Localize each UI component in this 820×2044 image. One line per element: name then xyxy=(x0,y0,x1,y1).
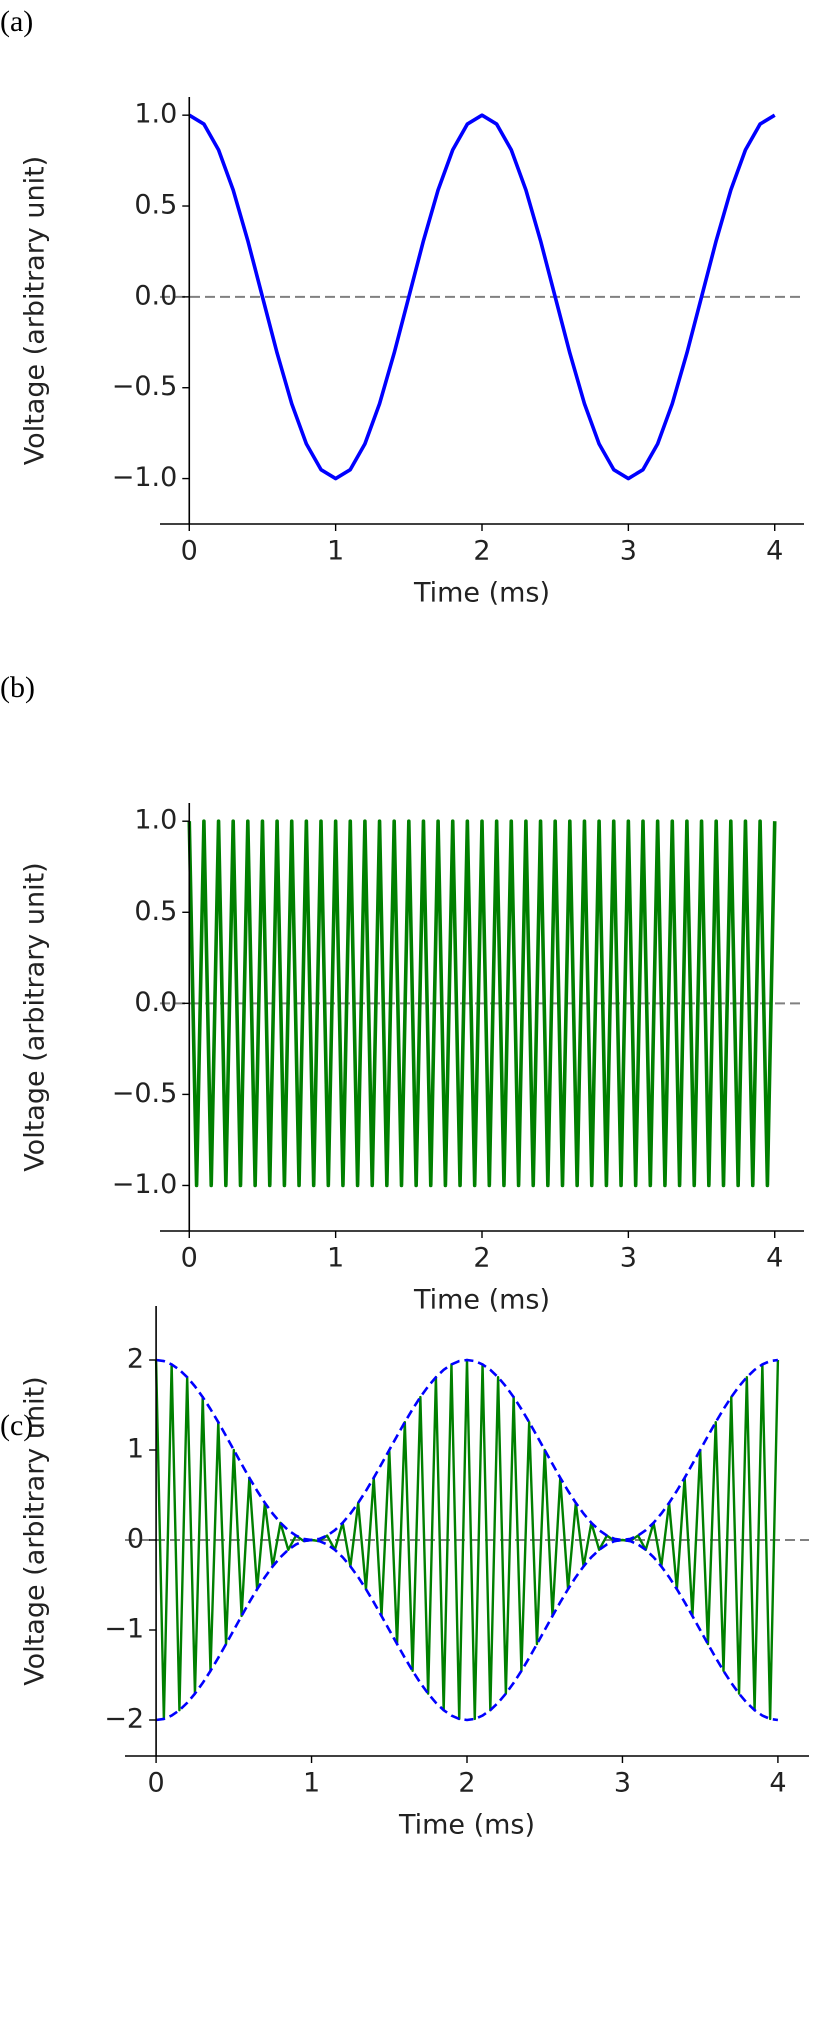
panel-label: (c) xyxy=(0,1409,33,1442)
panel-label: (b) xyxy=(0,671,35,704)
y-tick-label: 2 xyxy=(127,1344,144,1375)
x-tick-label: 2 xyxy=(458,1768,475,1799)
y-tick-label: 0 xyxy=(127,1524,144,1555)
signal-line xyxy=(188,113,776,481)
x-tick-label: 2 xyxy=(473,1243,490,1274)
x-tick-label: 4 xyxy=(769,1768,786,1799)
envelope-line xyxy=(155,1538,779,1722)
y-tick-label: 1.0 xyxy=(134,805,177,836)
y-tick-label: 1.0 xyxy=(134,99,177,130)
panel-label: (a) xyxy=(0,5,33,38)
x-tick-label: 1 xyxy=(303,1768,320,1799)
x-tick-label: 0 xyxy=(181,1243,198,1274)
x-axis-title: Time (ms) xyxy=(413,578,550,609)
y-axis-title: Voltage (arbitrary unit) xyxy=(20,862,51,1171)
y-tick-label: 1 xyxy=(127,1434,144,1465)
y-tick-label: −1.0 xyxy=(112,1169,178,1200)
x-tick-label: 3 xyxy=(620,536,637,567)
y-tick-label: 0.5 xyxy=(134,190,177,221)
y-tick-label: 0.5 xyxy=(134,896,177,927)
y-tick-label: 0.0 xyxy=(134,987,177,1018)
x-tick-label: 3 xyxy=(620,1243,637,1274)
y-axis-title: Voltage (arbitrary unit) xyxy=(20,156,51,465)
y-tick-label: −0.5 xyxy=(112,371,178,402)
y-tick-label: 0.0 xyxy=(134,280,177,311)
y-tick-label: −0.5 xyxy=(112,1078,178,1109)
x-tick-label: 1 xyxy=(327,536,344,567)
x-tick-label: 1 xyxy=(327,1243,344,1274)
x-tick-label: 4 xyxy=(766,1243,783,1274)
y-tick-label: −1.0 xyxy=(112,462,178,493)
y-tick-label: −1 xyxy=(104,1614,144,1645)
x-tick-label: 0 xyxy=(147,1768,164,1799)
y-axis-title: Voltage (arbitrary unit) xyxy=(20,1376,51,1685)
x-tick-label: 4 xyxy=(766,536,783,567)
x-axis-title: Time (ms) xyxy=(413,1285,550,1316)
x-axis-title: Time (ms) xyxy=(398,1810,535,1841)
y-tick-label: −2 xyxy=(104,1704,144,1735)
signal-line xyxy=(187,819,777,1188)
x-tick-label: 3 xyxy=(614,1768,631,1799)
envelope-line xyxy=(155,1358,779,1542)
x-tick-label: 2 xyxy=(473,536,490,567)
x-tick-label: 0 xyxy=(181,536,198,567)
